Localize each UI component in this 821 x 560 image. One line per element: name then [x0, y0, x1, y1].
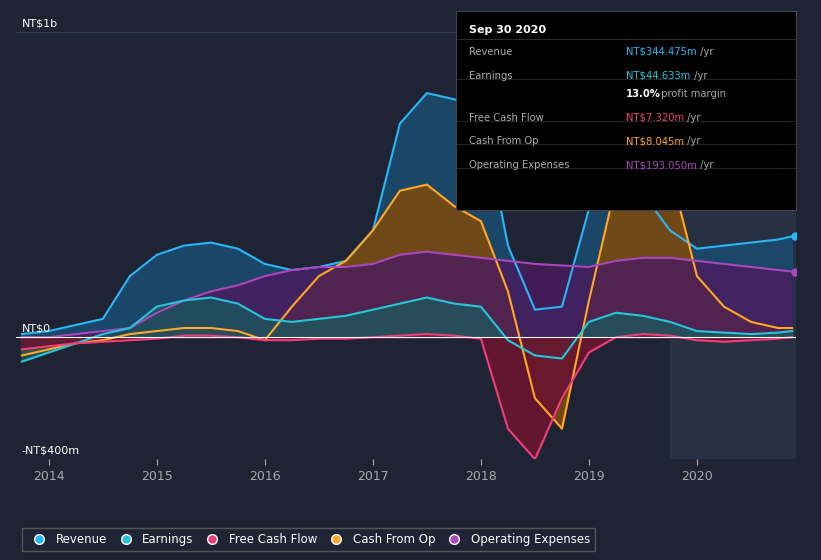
Text: Operating Expenses: Operating Expenses — [470, 160, 570, 170]
Text: /yr: /yr — [697, 160, 713, 170]
Text: NT$7.320m: NT$7.320m — [626, 113, 684, 123]
Text: /yr: /yr — [697, 47, 713, 57]
Text: Revenue: Revenue — [470, 47, 512, 57]
Text: Free Cash Flow: Free Cash Flow — [470, 113, 544, 123]
Text: -NT$400m: -NT$400m — [22, 446, 80, 455]
Bar — [670, 17, 796, 459]
Text: NT$1b: NT$1b — [22, 18, 58, 29]
Text: 13.0%: 13.0% — [626, 88, 661, 99]
Text: /yr: /yr — [684, 113, 701, 123]
Text: NT$8.045m: NT$8.045m — [626, 137, 684, 147]
Text: Earnings: Earnings — [470, 71, 513, 81]
Text: NT$44.633m: NT$44.633m — [626, 71, 690, 81]
Text: NT$0: NT$0 — [22, 324, 51, 334]
Legend: Revenue, Earnings, Free Cash Flow, Cash From Op, Operating Expenses: Revenue, Earnings, Free Cash Flow, Cash … — [22, 528, 594, 550]
Text: profit margin: profit margin — [658, 88, 727, 99]
Text: Cash From Op: Cash From Op — [470, 137, 539, 147]
Text: /yr: /yr — [684, 137, 701, 147]
Text: NT$344.475m: NT$344.475m — [626, 47, 697, 57]
Text: NT$193.050m: NT$193.050m — [626, 160, 697, 170]
Text: Sep 30 2020: Sep 30 2020 — [470, 25, 547, 35]
Text: /yr: /yr — [690, 71, 707, 81]
